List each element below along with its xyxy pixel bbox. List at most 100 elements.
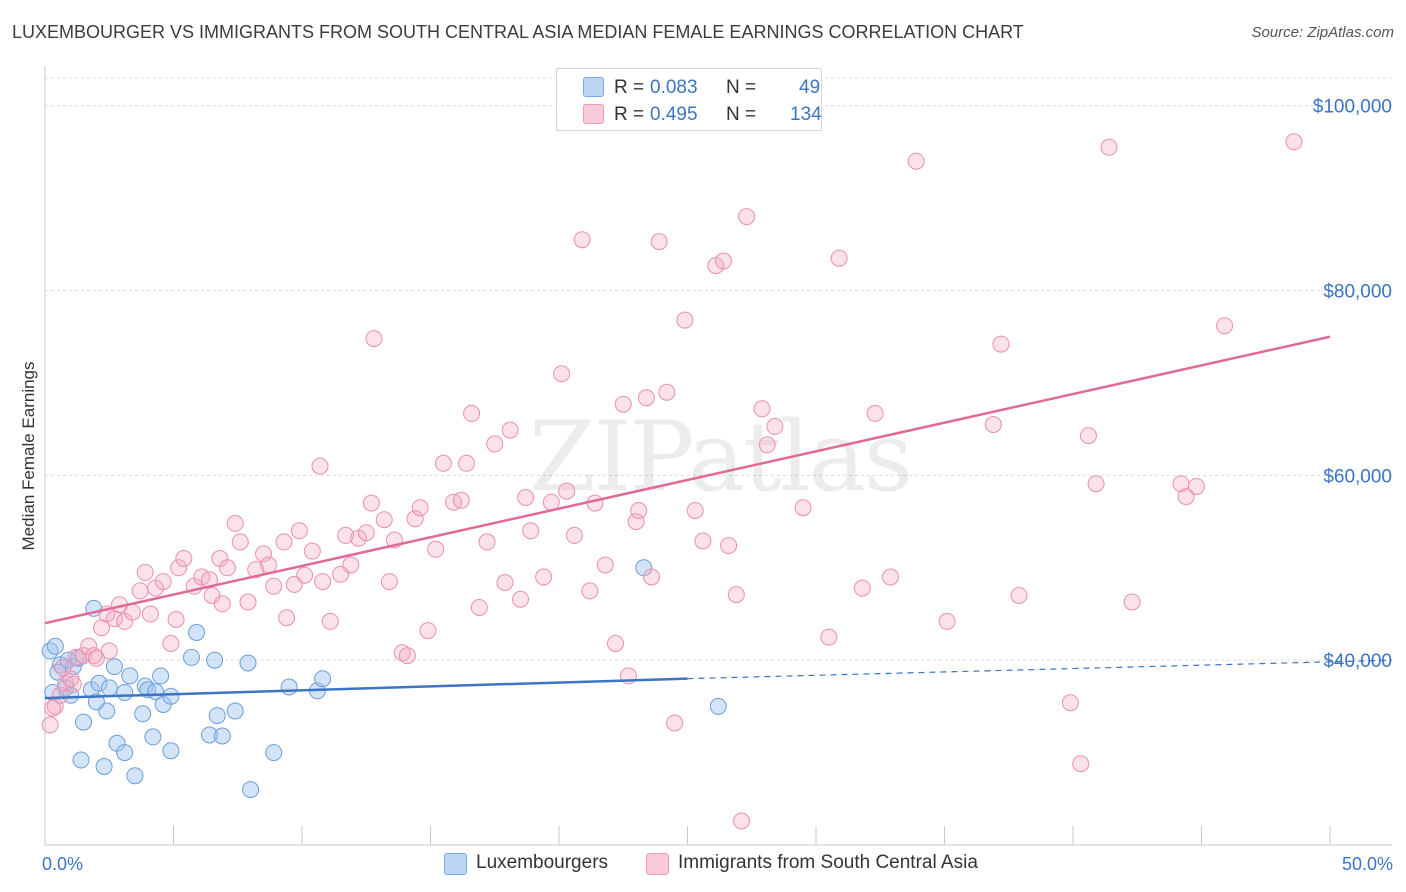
data-point: [380, 573, 398, 591]
data-point: [375, 511, 393, 529]
legend-n-label: N =: [726, 77, 757, 98]
data-point: [321, 612, 339, 630]
x-tick-label: 50.0%: [1342, 854, 1393, 874]
data-point: [100, 679, 118, 697]
axes: [44, 66, 1392, 846]
legend-r-label: R =: [614, 104, 645, 125]
data-point: [365, 330, 383, 348]
chart-title: LUXEMBOURGER VS IMMIGRANTS FROM SOUTH CE…: [12, 22, 1024, 42]
data-point: [627, 513, 645, 531]
data-point: [738, 208, 756, 226]
bottom-legend-label: Luxembourgers: [476, 852, 609, 873]
data-point: [167, 611, 185, 628]
data-point: [296, 566, 314, 584]
data-point: [694, 532, 712, 550]
data-point: [54, 659, 72, 677]
data-point: [866, 404, 884, 422]
data-point: [188, 624, 206, 641]
data-point: [686, 502, 704, 519]
data-point: [535, 568, 553, 586]
data-point: [1010, 587, 1028, 604]
data-point: [411, 499, 429, 517]
data-point: [231, 533, 249, 551]
y-tick-label: $60,000: [1323, 466, 1392, 487]
data-point: [87, 649, 105, 667]
legend-n-value: 49: [799, 77, 821, 98]
data-point: [226, 702, 244, 720]
data-point: [607, 635, 624, 652]
data-point: [219, 559, 236, 577]
data-point: [239, 593, 257, 611]
data-point: [553, 365, 571, 383]
data-point: [170, 559, 188, 577]
bottom-legend-label: Immigrants from South Central Asia: [678, 852, 978, 873]
data-point: [581, 582, 599, 600]
data-point: [512, 590, 529, 608]
data-point: [46, 637, 64, 655]
data-point: [64, 675, 82, 693]
legend-swatch-luxembourgers: [583, 77, 604, 97]
data-point: [758, 436, 776, 454]
data-point: [100, 642, 118, 660]
data-point: [303, 542, 321, 560]
legend-r-label: R =: [614, 77, 645, 98]
data-point: [141, 605, 159, 623]
data-point: [314, 573, 332, 591]
data-point: [820, 628, 838, 646]
data-point: [105, 658, 123, 676]
data-point: [486, 435, 504, 453]
data-point: [121, 667, 139, 685]
data-point: [398, 647, 416, 665]
trend-line-luxembourgers: [44, 677, 688, 700]
x-tick-labels: 0.0% 50.0%: [42, 854, 1393, 874]
data-point: [643, 568, 660, 586]
data-point: [542, 493, 560, 511]
data-point: [522, 522, 540, 540]
data-point: [213, 595, 231, 613]
data-point: [337, 526, 355, 544]
data-point: [201, 726, 218, 744]
y-tick-label: $100,000: [1313, 97, 1392, 118]
data-point: [992, 335, 1010, 353]
legend-n-value: 134: [790, 104, 822, 125]
data-point: [517, 489, 535, 506]
x-tick-label: 0.0%: [42, 854, 83, 874]
data-point: [458, 454, 475, 472]
data-point: [255, 545, 272, 563]
data-point: [427, 540, 445, 558]
data-point: [41, 642, 59, 660]
data-point: [131, 582, 149, 600]
data-point: [419, 622, 437, 640]
trend-line-immigrants: [44, 335, 1331, 625]
data-point: [275, 533, 293, 551]
data-point: [984, 416, 1002, 433]
data-point: [727, 586, 745, 604]
data-point: [75, 713, 92, 731]
data-point: [239, 654, 257, 672]
data-point: [733, 812, 750, 830]
data-point: [311, 457, 329, 475]
data-point: [501, 421, 519, 439]
data-point: [1216, 317, 1234, 335]
data-point: [183, 648, 200, 666]
series-immigrants-south-central-asia: [41, 133, 1303, 830]
data-point: [463, 404, 481, 422]
data-point: [558, 482, 576, 500]
legend-swatch-immigrants: [583, 104, 604, 124]
data-point: [90, 674, 108, 692]
data-point: [1087, 475, 1105, 493]
data-point: [116, 744, 134, 762]
data-point: [573, 231, 591, 249]
data-point: [162, 742, 180, 760]
data-point: [134, 705, 152, 723]
data-point: [85, 647, 103, 665]
data-point: [1061, 694, 1079, 712]
data-point: [80, 637, 98, 655]
trend-line-luxembourgers-extension: [687, 659, 1393, 680]
legend-r-value: 0.495: [650, 104, 698, 125]
trend-lines: [44, 335, 1393, 700]
data-point: [72, 751, 90, 769]
data-point: [247, 561, 265, 579]
legend-n-label: N =: [726, 104, 757, 125]
data-point: [278, 609, 296, 627]
